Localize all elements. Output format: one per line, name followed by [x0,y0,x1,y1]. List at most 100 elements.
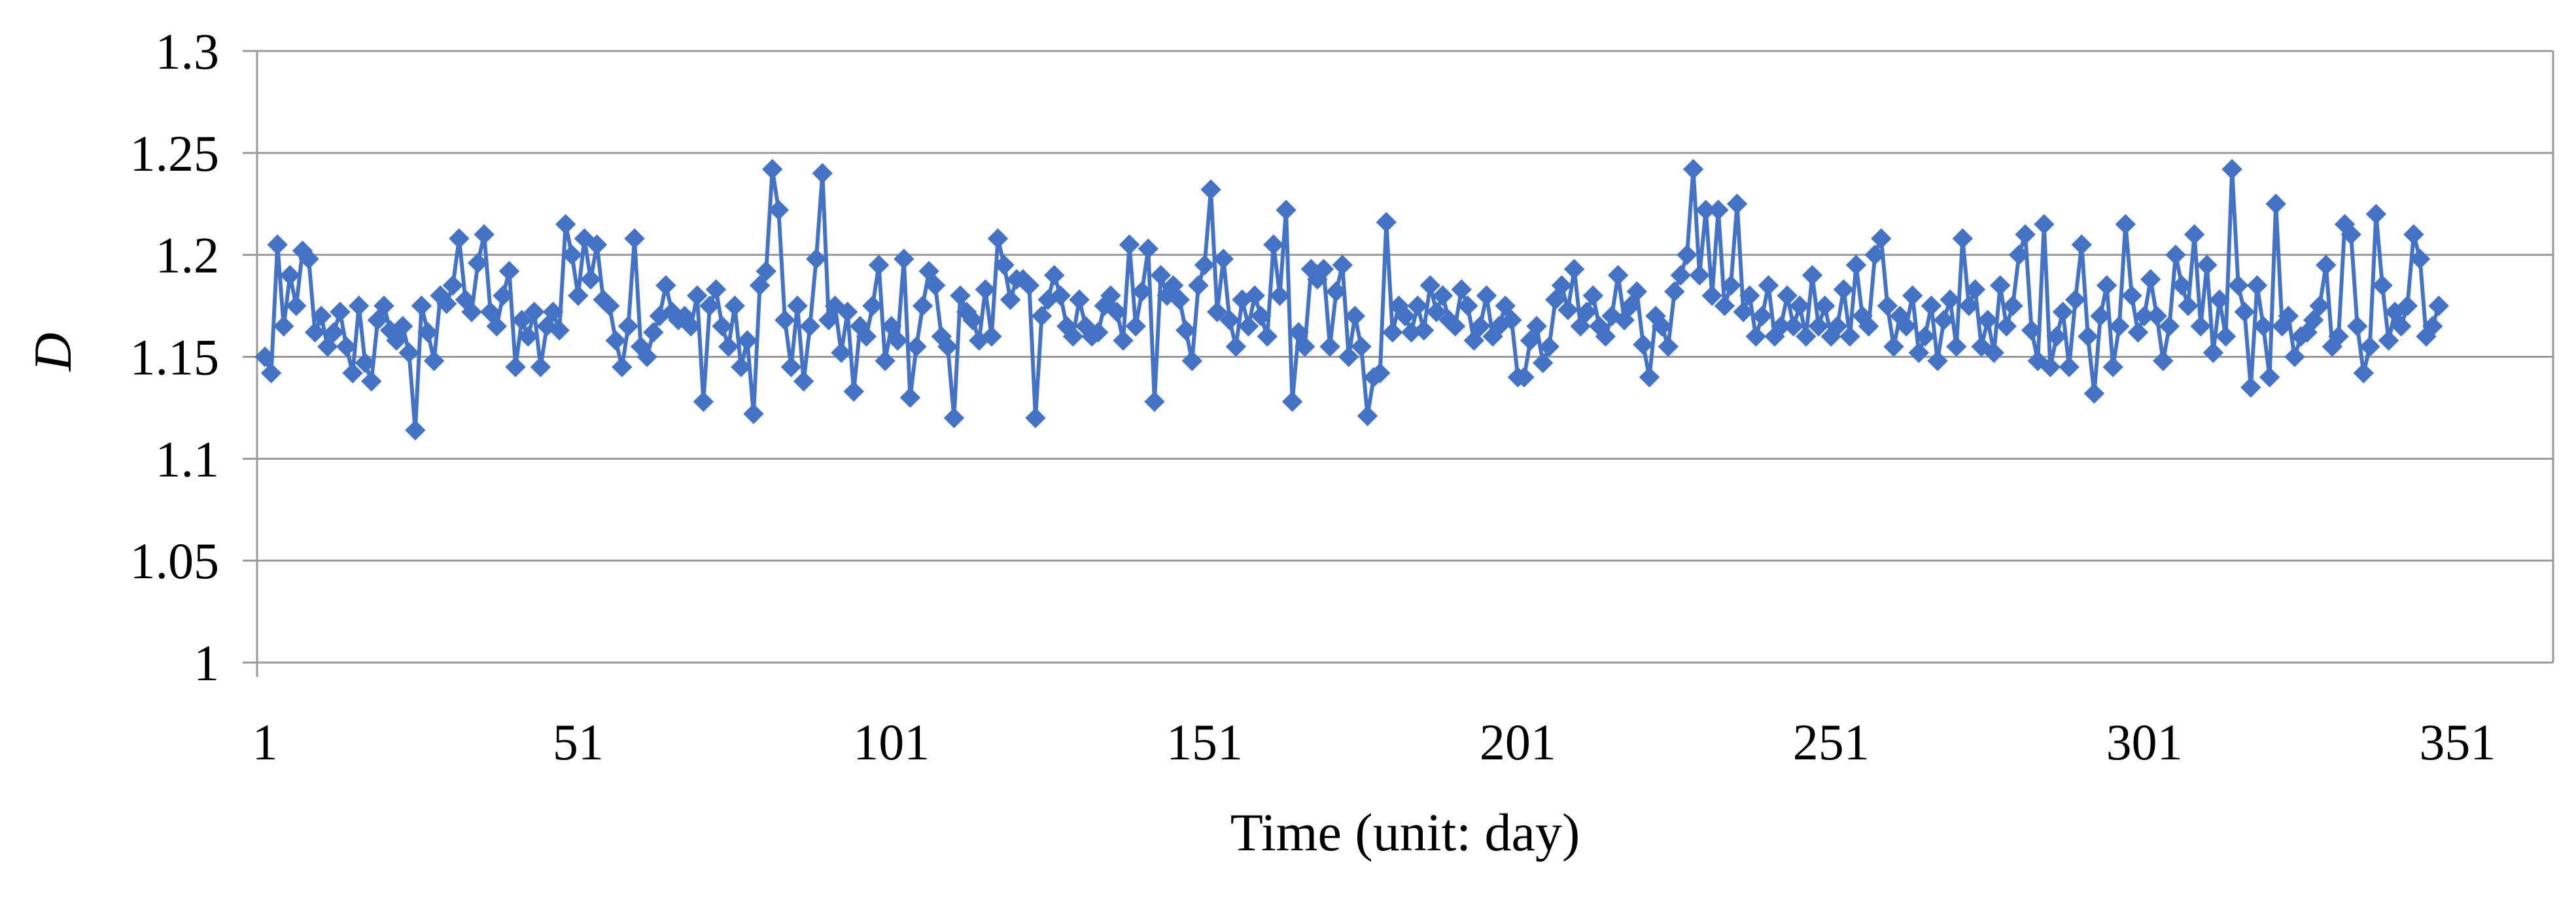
data-point [2083,383,2105,404]
data-point [1319,336,1340,357]
data-point [1833,279,1854,300]
data-point [1964,279,1986,300]
data-point [1257,326,1278,347]
data-point [806,249,827,269]
data-point [286,295,307,317]
data-point [498,260,520,282]
data-point [1858,316,1879,337]
data-point [2428,295,2449,317]
data-point [1419,275,1441,296]
data-point [887,330,908,351]
data-point [561,244,582,266]
data-point [1062,326,1084,347]
data-point [2422,316,2443,337]
data-point [1162,275,1184,296]
data-point [1144,391,1165,412]
data-point [2184,224,2205,245]
data-point [712,316,733,337]
y-axis-title: D [23,332,82,372]
data-point [705,279,727,300]
data-point [2052,302,2074,322]
data-point [1276,199,1297,220]
data-point [1733,302,1754,322]
data-point [311,305,332,326]
data-point [1251,305,1272,326]
data-point [2034,214,2055,235]
data-point [2027,351,2048,372]
data-point [812,163,833,184]
y-tick-label: 1.15 [130,329,220,386]
data-series [263,167,2441,432]
data-point [1677,244,1697,266]
data-point [1457,295,1478,317]
data-point [449,228,470,249]
data-point [1801,265,1823,286]
data-point [1132,281,1153,302]
data-point [273,316,294,337]
data-point [1069,289,1090,310]
data-point [2265,194,2286,215]
data-point [1871,228,1892,249]
data-point [342,362,363,384]
data-point [1607,265,1629,286]
data-point [1206,302,1228,322]
data-point [1983,342,2004,363]
data-point [724,295,745,317]
data-point [624,228,645,249]
data-point [423,351,445,372]
data-point [1558,300,1578,320]
data-point [2008,244,2030,266]
data-point [1225,336,1247,357]
data-point [1532,353,1554,373]
data-point [2002,295,2023,317]
data-point [2228,275,2249,296]
data-point [2253,316,2274,337]
data-point [1357,406,1378,426]
data-point [480,302,501,322]
data-point [1946,336,1967,357]
y-tick-label: 1.3 [156,23,220,80]
data-point [737,330,758,351]
data-point [2209,289,2230,310]
data-point [267,234,288,255]
data-point [756,260,776,282]
data-point [361,371,382,392]
data-point [1031,305,1053,326]
data-point [1150,265,1172,286]
data-point [981,326,1002,347]
data-point [1376,212,1397,233]
x-tick-label: 301 [2106,714,2183,770]
data-point [2121,285,2142,306]
data-point [549,320,570,341]
data-point [2365,203,2387,225]
data-point [1269,285,1291,306]
data-point [1670,265,1692,286]
data-point [1845,254,1867,275]
y-tick-label: 1.1 [156,430,220,487]
data-point [524,302,545,322]
data-point [636,346,657,368]
data-point [1921,295,1942,317]
data-point [612,356,633,377]
data-point [2397,295,2418,317]
data-point [474,224,495,245]
data-point [1181,351,1203,372]
data-point [542,302,564,322]
data-point [943,407,965,428]
data-point [1563,258,1585,280]
data-point [2090,305,2111,326]
data-point [254,346,275,368]
data-point [1814,295,1836,317]
data-point [2197,254,2218,275]
data-point [2246,275,2268,296]
data-point [2127,322,2149,343]
x-tick-label: 1 [252,714,278,770]
data-point [1325,281,1347,302]
data-point [962,309,983,331]
data-point [1952,228,1974,249]
data-point [1915,326,1936,347]
data-point [392,316,413,337]
data-point [693,391,714,412]
data-point [1720,275,1741,296]
